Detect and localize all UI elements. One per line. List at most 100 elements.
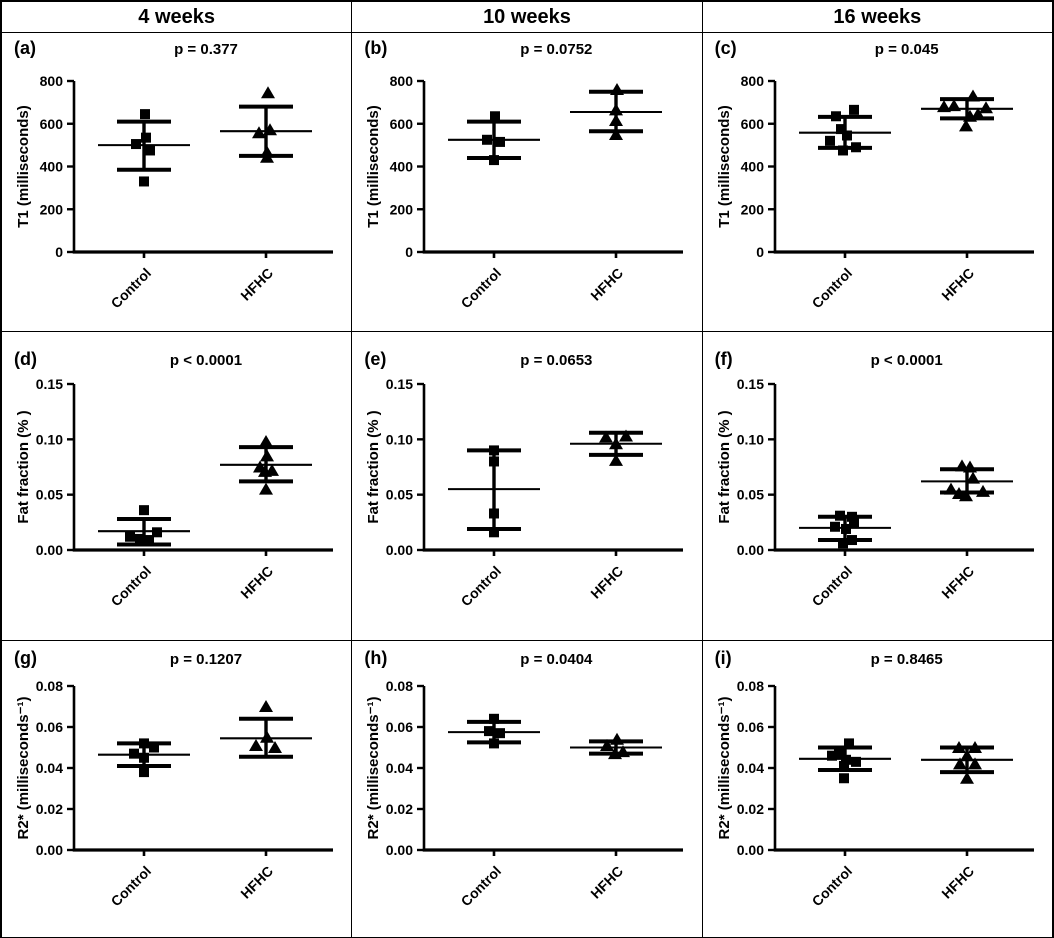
svg-text:0.00: 0.00 bbox=[736, 842, 763, 858]
svg-text:0.00: 0.00 bbox=[36, 542, 63, 558]
panel-label-i: (i) bbox=[714, 648, 732, 668]
svg-text:Control: Control bbox=[808, 863, 855, 910]
p-value-label-i: p = 0.8465 bbox=[870, 651, 943, 668]
panel-label-a: (a) bbox=[14, 38, 36, 58]
panel-label-f: (f) bbox=[714, 349, 733, 369]
svg-text:HFHC: HFHC bbox=[588, 265, 627, 304]
svg-text:600: 600 bbox=[40, 116, 64, 132]
panel-g: (g) p = 0.1207 0.00 0.02 0.04 0.06 0.08 Contr… bbox=[2, 641, 352, 937]
scatter-chart-e: 0.00 0.05 0.10 0.15 Control HFHC Fat fraction … bbox=[365, 376, 684, 610]
svg-text:800: 800 bbox=[40, 73, 64, 89]
scatter-chart-d: 0.00 0.05 0.10 0.15 Control HFHC Fat fraction … bbox=[15, 376, 333, 610]
panel-label-b: (b) bbox=[364, 38, 388, 58]
svg-text:0.05: 0.05 bbox=[736, 487, 763, 503]
panel-d: (d) p < 0.0001 0.00 0.05 0.10 0.15 Control HF… bbox=[2, 332, 352, 640]
p-value-label-h: p = 0.0404 bbox=[520, 651, 593, 668]
svg-text:0.06: 0.06 bbox=[36, 719, 63, 735]
svg-text:T1 (milliseconds): T1 (milliseconds) bbox=[716, 105, 733, 228]
svg-text:T1 (milliseconds): T1 (milliseconds) bbox=[365, 105, 382, 228]
svg-text:HFHC: HFHC bbox=[938, 563, 977, 602]
svg-text:HFHC: HFHC bbox=[237, 563, 276, 602]
svg-text:0: 0 bbox=[55, 244, 63, 260]
svg-text:0.04: 0.04 bbox=[36, 760, 63, 776]
svg-text:0: 0 bbox=[406, 244, 414, 260]
p-value-label-f: p < 0.0001 bbox=[870, 352, 943, 369]
svg-text:0.08: 0.08 bbox=[36, 678, 63, 694]
svg-text:HFHC: HFHC bbox=[588, 863, 627, 902]
svg-text:200: 200 bbox=[390, 201, 414, 217]
svg-text:0: 0 bbox=[756, 244, 764, 260]
scatter-chart-a: 0 200 400 600 800 Control HFHC T1 (milliseconds… bbox=[15, 73, 333, 312]
column-header-4-weeks: 4 weeks bbox=[2, 2, 352, 32]
scatter-chart-h: 0.00 0.02 0.04 0.06 0.08 Control HFHC R2* (mill… bbox=[365, 678, 684, 910]
svg-text:0.06: 0.06 bbox=[736, 719, 763, 735]
svg-text:400: 400 bbox=[740, 159, 764, 175]
svg-text:Control: Control bbox=[108, 563, 155, 610]
panel-f: (f) p < 0.0001 0.00 0.05 0.10 0.15 Control HF… bbox=[702, 332, 1052, 640]
svg-text:HFHC: HFHC bbox=[588, 563, 627, 602]
panel-h: (h) p = 0.0404 0.00 0.02 0.04 0.06 0.08 Contr… bbox=[352, 641, 702, 937]
svg-text:0.04: 0.04 bbox=[386, 760, 413, 776]
svg-text:0.00: 0.00 bbox=[36, 842, 63, 858]
svg-text:600: 600 bbox=[390, 116, 414, 132]
svg-text:Control: Control bbox=[108, 265, 155, 312]
svg-text:T1 (milliseconds): T1 (milliseconds) bbox=[15, 105, 32, 228]
p-value-label-a: p = 0.377 bbox=[174, 41, 238, 58]
svg-text:0.06: 0.06 bbox=[386, 719, 413, 735]
scatter-chart-f: 0.00 0.05 0.10 0.15 Control HFHC Fat fraction … bbox=[716, 376, 1034, 609]
svg-text:0.10: 0.10 bbox=[386, 431, 413, 447]
panel-label-h: (h) bbox=[364, 648, 388, 668]
svg-text:0.15: 0.15 bbox=[36, 376, 63, 392]
p-value-label-e: p = 0.0653 bbox=[520, 352, 593, 369]
column-header-label: 4 weeks bbox=[138, 5, 216, 28]
svg-text:R2* (milliseconds⁻¹): R2* (milliseconds⁻¹) bbox=[15, 697, 32, 840]
column-header-label: 16 weeks bbox=[833, 5, 922, 28]
svg-text:0.00: 0.00 bbox=[736, 542, 763, 558]
svg-text:0.08: 0.08 bbox=[736, 678, 763, 694]
column-header-label: 10 weeks bbox=[483, 5, 571, 28]
p-value-label-b: p = 0.0752 bbox=[520, 41, 593, 58]
column-header-16-weeks: 16 weeks bbox=[702, 2, 1052, 32]
svg-text:HFHC: HFHC bbox=[237, 265, 276, 304]
svg-text:Control: Control bbox=[458, 563, 505, 610]
svg-text:HFHC: HFHC bbox=[237, 863, 276, 902]
svg-text:0.15: 0.15 bbox=[386, 376, 413, 392]
panel-c: (c) p = 0.045 0 200 400 600 800 Control HFHC T1… bbox=[702, 33, 1052, 331]
svg-text:Fat fraction (% ): Fat fraction (% ) bbox=[716, 410, 733, 523]
svg-text:HFHC: HFHC bbox=[938, 863, 977, 902]
svg-text:0.02: 0.02 bbox=[736, 801, 763, 817]
svg-text:Fat fraction (% ): Fat fraction (% ) bbox=[365, 410, 382, 523]
svg-text:Control: Control bbox=[458, 265, 505, 312]
panel-label-e: (e) bbox=[364, 349, 387, 369]
svg-text:400: 400 bbox=[40, 159, 64, 175]
svg-text:R2* (milliseconds⁻¹): R2* (milliseconds⁻¹) bbox=[716, 697, 733, 840]
panel-b: (b) p = 0.0752 0 200 400 600 800 Control HFHC T… bbox=[352, 33, 702, 331]
svg-text:200: 200 bbox=[740, 201, 764, 217]
svg-text:Control: Control bbox=[458, 863, 505, 910]
svg-text:0.15: 0.15 bbox=[736, 376, 763, 392]
p-value-label-g: p = 0.1207 bbox=[169, 651, 243, 668]
scatter-chart-i: 0.00 0.02 0.04 0.06 0.08 Control HFHC R2* (mill… bbox=[716, 678, 1034, 910]
svg-text:200: 200 bbox=[40, 201, 64, 217]
panel-i: (i) p = 0.8465 0.00 0.02 0.04 0.06 0.08 Contr… bbox=[702, 641, 1052, 937]
svg-text:0.08: 0.08 bbox=[386, 678, 413, 694]
svg-text:0.10: 0.10 bbox=[36, 431, 63, 447]
svg-text:600: 600 bbox=[740, 116, 764, 132]
panel-a: (a) p = 0.377 0 200 400 600 800 Control HFHC T1… bbox=[2, 33, 352, 331]
svg-text:Control: Control bbox=[808, 265, 855, 312]
svg-text:0.05: 0.05 bbox=[386, 487, 413, 503]
svg-text:0.05: 0.05 bbox=[36, 487, 63, 503]
svg-text:800: 800 bbox=[740, 73, 764, 89]
svg-text:0.04: 0.04 bbox=[736, 760, 763, 776]
svg-text:800: 800 bbox=[390, 73, 414, 89]
svg-text:0.02: 0.02 bbox=[36, 801, 63, 817]
panel-e: (e) p = 0.0653 0.00 0.05 0.10 0.15 Control HF… bbox=[352, 332, 702, 640]
svg-text:R2* (milliseconds⁻¹): R2* (milliseconds⁻¹) bbox=[365, 697, 382, 840]
column-header-10-weeks: 10 weeks bbox=[352, 2, 702, 32]
panel-label-c: (c) bbox=[714, 38, 737, 58]
scatter-chart-c: 0 200 400 600 800 Control HFHC T1 (milliseconds… bbox=[716, 73, 1034, 312]
p-value-label-d: p < 0.0001 bbox=[169, 352, 243, 369]
panel-label-g: (g) bbox=[14, 648, 37, 668]
scatter-chart-g: 0.00 0.02 0.04 0.06 0.08 Control HFHC R2* (mill… bbox=[15, 678, 333, 909]
